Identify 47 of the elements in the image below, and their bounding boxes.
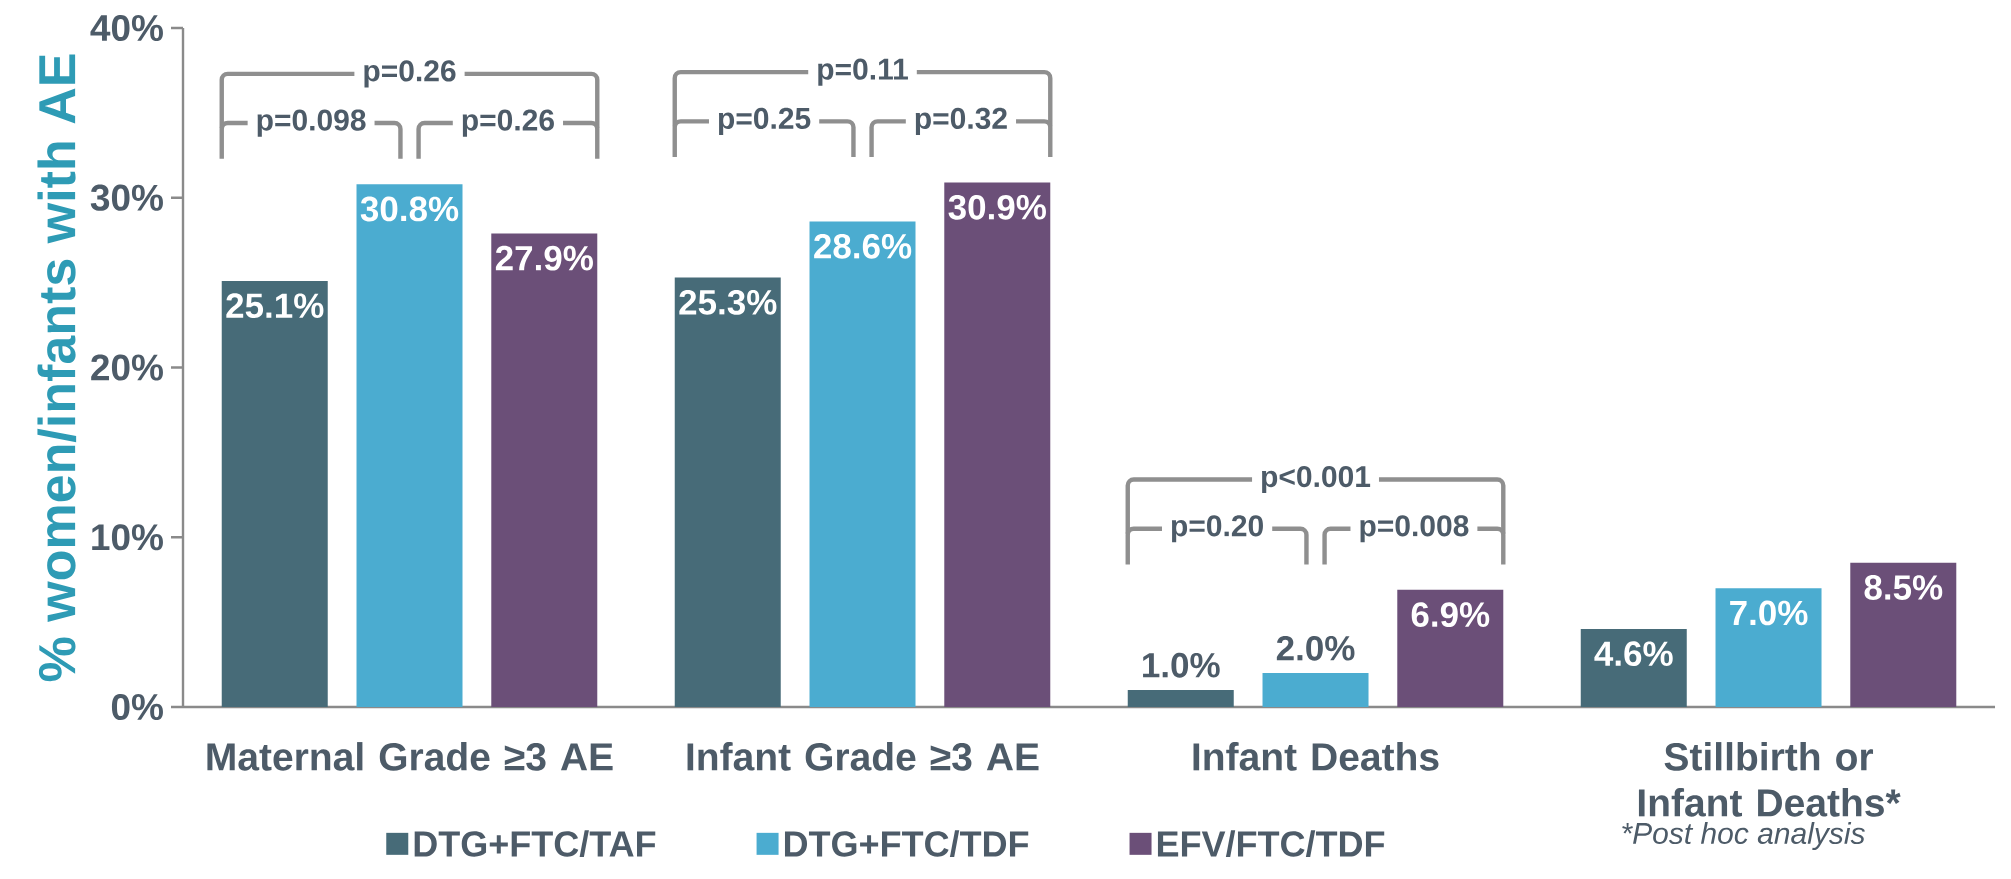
legend-label: EFV/FTC/TDF	[1157, 830, 1385, 858]
bar	[1397, 589, 1504, 708]
y-tick-label: 10%	[92, 524, 163, 551]
annotation: p=0.11	[818, 58, 908, 86]
annotation: p=0.26	[462, 109, 554, 137]
bar	[1262, 673, 1369, 708]
bar	[1127, 690, 1234, 708]
bar	[1850, 562, 1957, 708]
bar	[674, 277, 781, 708]
data-label: 25.1%	[226, 293, 324, 319]
y-tick-label: 40%	[90, 14, 163, 42]
data-label: 25.3%	[679, 289, 777, 315]
y-tick-label: 20%	[91, 354, 163, 381]
annotation: p<0.001	[1262, 465, 1371, 494]
bar	[809, 221, 916, 708]
data-label: 6.9%	[1411, 602, 1490, 628]
data-label: 30.9%	[948, 194, 1046, 220]
annotation: p=0.20	[1171, 515, 1263, 543]
y-tick-label: 30%	[90, 184, 163, 211]
bar	[356, 184, 463, 708]
data-label: 28.6%	[814, 233, 912, 259]
x-tick-label: Stillbirth or Infant Deaths*	[1638, 742, 1901, 817]
legend-label: DTG+FTC/TAF	[414, 830, 656, 858]
data-label: 4.6%	[1594, 641, 1673, 667]
data-label: 2.0%	[1276, 635, 1355, 661]
data-label: 1.0%	[1143, 652, 1220, 678]
data-label: 30.8%	[360, 196, 459, 222]
bar	[944, 182, 1051, 708]
annotation: p=0.098	[257, 109, 366, 137]
bar	[1715, 588, 1822, 708]
annotation: p=0.008	[1360, 515, 1469, 543]
x-tick-label: Infant Grade ≥3 AE	[687, 742, 1039, 771]
data-label: 8.5%	[1864, 575, 1943, 600]
text: *Post hoc analysis	[1622, 822, 1865, 850]
x-tick-label: Infant Deaths	[1193, 742, 1439, 771]
bar	[221, 280, 328, 708]
annotation: p=0.25	[718, 107, 811, 135]
y-axis-title: % women/infants with AE	[37, 54, 77, 682]
data-label: 7.0%	[1730, 600, 1808, 626]
data-label: 27.9%	[495, 245, 593, 271]
annotation: p=0.32	[915, 107, 1007, 135]
annotation: p=0.26	[364, 60, 456, 88]
y-tick-label: 0%	[111, 693, 163, 721]
bar	[1580, 628, 1687, 708]
x-tick-label: Maternal Grade ≥3 AE	[207, 742, 613, 771]
bar	[491, 233, 598, 708]
legend-label: DTG+FTC/TDF	[784, 830, 1029, 858]
